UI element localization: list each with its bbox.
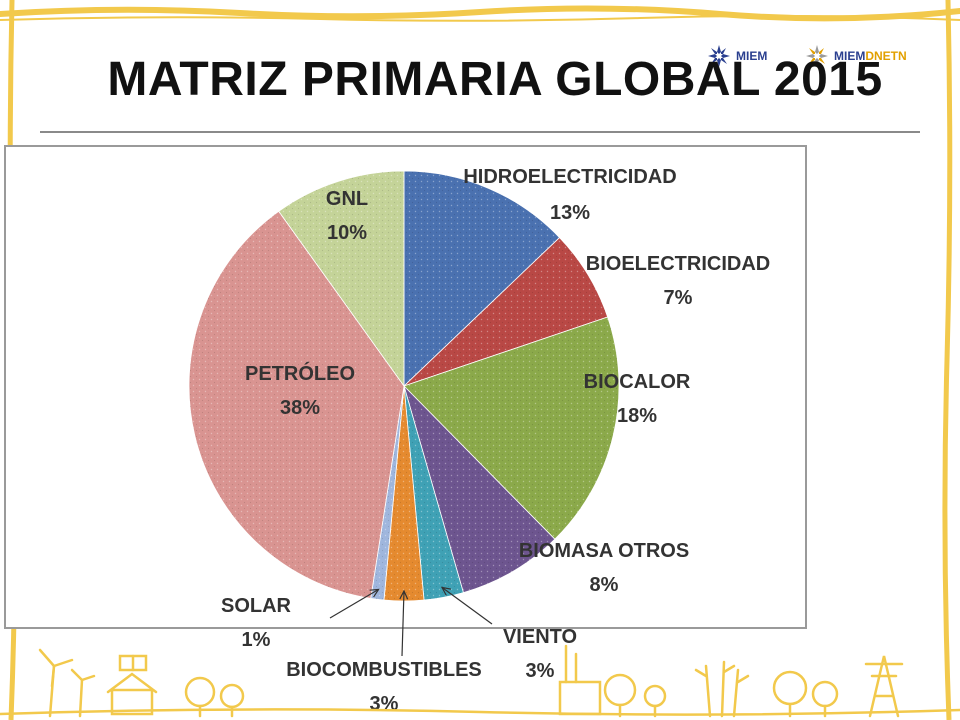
title-divider bbox=[40, 131, 920, 133]
miem-dnetn-logo-mark bbox=[806, 45, 828, 67]
wind-turbine-icon bbox=[38, 648, 96, 718]
pie-label-bioelectricidad: BIOELECTRICIDAD bbox=[586, 253, 770, 275]
leader-arrow-viento bbox=[440, 586, 452, 596]
plants-icon bbox=[694, 660, 750, 718]
miem-logo: MIEM bbox=[706, 36, 767, 76]
frame-right-decoration bbox=[942, 0, 953, 720]
footer-decoration bbox=[0, 644, 960, 718]
solar-house-icon bbox=[106, 654, 158, 716]
pie-value-petroleo: 38% bbox=[280, 397, 320, 419]
frame-top-decoration bbox=[0, 5, 960, 22]
leader-arrow-biocombustibles bbox=[399, 589, 409, 600]
pie-value-biocalor: 18% bbox=[617, 405, 657, 427]
leader-line-solar bbox=[329, 588, 379, 619]
trees-icon bbox=[184, 670, 839, 718]
pie-label-biocombustibles: BIOCOMBUSTIBLES bbox=[286, 659, 482, 681]
leader-arrow-solar bbox=[369, 588, 380, 598]
miem-dnetn-logo: MIEM DNETN bbox=[804, 36, 907, 76]
pie-value-gnl: 10% bbox=[327, 222, 367, 244]
miem-logo-mark bbox=[708, 45, 730, 67]
pie-label-petroleo: PETRÓLEO bbox=[245, 361, 355, 385]
pie-label-biocalor: BIOCALOR bbox=[584, 371, 691, 393]
pie-value-viento: 3% bbox=[526, 660, 555, 682]
miem-dnetn-logo-text: MIEM bbox=[834, 49, 866, 63]
pie-value-bioelectricidad: 7% bbox=[664, 287, 693, 309]
pie-label-biomasa-otros: BIOMASA OTROS bbox=[519, 540, 689, 562]
pie-label-hidroelectricidad: HIDROELECTRICIDAD bbox=[463, 166, 676, 188]
page-title: MATRIZ PRIMARIA GLOBAL 2015 bbox=[107, 53, 883, 106]
pie-label-gnl: GNL bbox=[326, 188, 368, 210]
miem-logo-text: MIEM bbox=[736, 49, 768, 63]
factory-icon bbox=[558, 644, 602, 716]
pie-value-solar: 1% bbox=[242, 629, 271, 651]
pie-value-hidroelectricidad: 13% bbox=[550, 202, 590, 224]
leader-line-biocombustibles bbox=[401, 590, 405, 657]
power-tower-icon bbox=[864, 655, 904, 718]
pie-label-solar: SOLAR bbox=[221, 595, 292, 617]
pie-value-biomasa-otros: 8% bbox=[590, 574, 619, 596]
leader-line-viento bbox=[441, 586, 493, 625]
miem-dnetn-logo-text-accent: DNETN bbox=[865, 49, 907, 63]
pie-label-viento: VIENTO bbox=[503, 626, 577, 648]
